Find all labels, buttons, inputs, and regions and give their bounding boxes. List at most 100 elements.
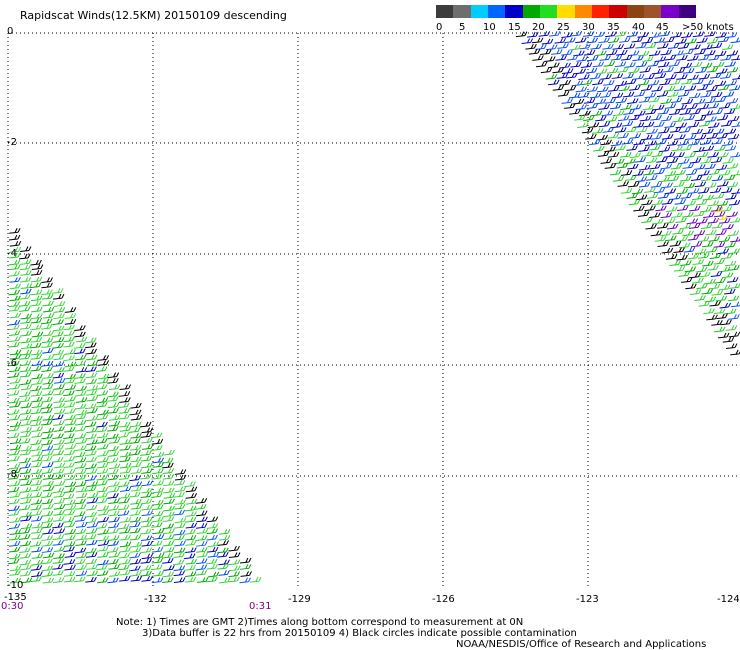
wind-barb [40,323,53,330]
wind-barb [8,425,20,432]
wind-barb [676,254,688,261]
wind-barb [728,265,740,271]
wind-barb [20,402,33,409]
wind-barb [162,552,174,559]
wind-barb [610,54,623,61]
wind-barb [655,139,667,145]
wind-barb [73,343,86,349]
wind-barb [708,54,720,61]
wind-barb [41,462,54,469]
wind-barb [30,439,42,446]
wind-barb [108,498,120,504]
wind-barb [41,366,53,372]
wind-barb [140,558,153,564]
wind-barb [575,37,587,44]
wind-barb [96,390,109,397]
wind-barb [724,260,737,267]
wind-barb [597,86,609,93]
wind-barb [726,211,739,218]
wind-barb [653,168,665,175]
wind-barb [675,122,688,129]
wind-barb [41,360,54,367]
wind-barb [19,547,31,554]
wind-barb [727,277,739,283]
wind-barb [151,546,164,553]
wind-barb [627,98,639,104]
wind-barb [667,43,680,49]
wind-barb [593,145,605,152]
wind-barb [19,366,32,373]
wind-barb [628,67,640,74]
colorbar-label: 15 [508,22,521,33]
wind-barb [8,289,20,296]
wind-barb [128,427,141,433]
wind-barb [162,558,174,564]
wind-barb [612,44,624,50]
wind-barb [130,575,143,582]
wind-barb [152,457,165,464]
wind-barb [645,140,657,147]
wind-barb [108,552,121,558]
wind-barb [596,134,608,141]
wind-barb [600,73,612,80]
y-axis-label-5: -10 [7,580,24,591]
wind-barb [20,270,32,276]
wind-barb [702,79,715,86]
wind-barb [657,43,669,49]
wind-barb [117,504,130,511]
wind-barb [206,528,219,535]
wind-barb [578,74,590,81]
wind-barb [711,222,724,229]
wind-barb [731,188,740,195]
wind-barb [42,414,55,421]
wind-barb [582,31,595,37]
wind-barb [19,474,31,481]
wind-barb [726,97,739,104]
wind-barb [700,175,713,182]
wind-barb [627,50,640,57]
wind-barb [608,86,620,92]
wind-barb [63,462,75,469]
wind-barb [642,169,655,176]
wind-barb [185,486,198,493]
wind-barb [163,511,175,518]
wind-barb [108,463,121,470]
wind-barb [118,391,131,397]
wind-barb [658,30,671,37]
wind-barb [75,552,88,559]
wind-barb [41,547,54,553]
wind-barb [653,104,665,111]
wind-barb [650,114,662,121]
wind-barb [593,31,605,38]
wind-barb [74,413,87,420]
wind-barb [8,270,20,277]
wind-barb [130,421,142,428]
wind-barb [108,384,121,391]
wind-barb [632,170,644,177]
wind-barb [8,259,21,266]
colorbar-swatch [436,5,454,18]
wind-barb [63,355,75,362]
wind-barb [8,449,21,456]
wind-barb [42,306,55,313]
wind-barb [620,54,633,61]
wind-barb [85,468,98,475]
wind-barb [710,72,722,79]
wind-barb [20,323,32,330]
wind-barb [64,552,77,558]
wind-barb [637,79,650,86]
wind-barb [30,336,43,343]
wind-barb [129,510,142,516]
wind-barb [152,499,164,506]
wind-barb [53,402,66,409]
wind-barb [690,241,703,248]
wind-barb [680,145,693,151]
wind-barb [185,547,197,554]
wind-barb [9,402,21,408]
wind-barb [119,456,131,463]
wind-barb [129,552,141,559]
wind-barb [173,479,186,486]
wind-barb [64,528,77,535]
wind-barb [718,266,731,273]
